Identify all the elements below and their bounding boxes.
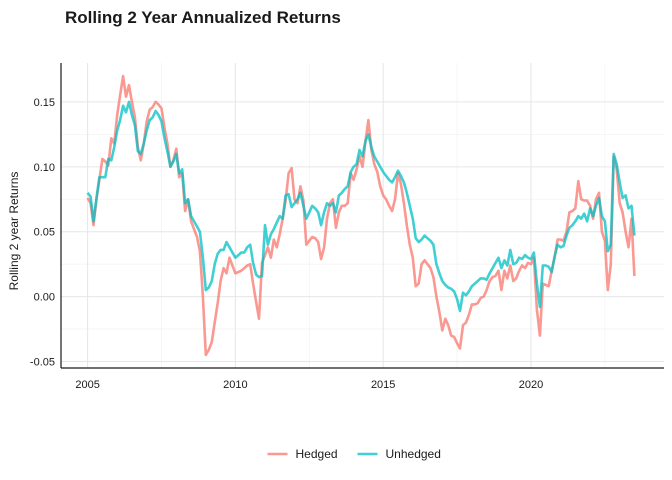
y-tick-label: 0.00 [34, 292, 55, 304]
legend-label-hedged: Hedged [296, 447, 338, 461]
x-tick-label: 2015 [371, 379, 395, 391]
chart-title: Rolling 2 Year Annualized Returns [65, 8, 341, 27]
x-tick-label: 2020 [519, 379, 543, 391]
series-line-unhedged [86, 100, 636, 313]
y-tick-label: 0.10 [34, 162, 55, 174]
x-tick-label: 2010 [223, 379, 247, 391]
grid [61, 63, 664, 368]
series-line-hedged [86, 74, 636, 357]
y-axis-title: Rolling 2 year Returns [7, 172, 21, 291]
legend-label-unhedged: Unhedged [386, 447, 441, 461]
axes: 2005 2010 2015 2020 -0.05 0.00 0.05 0.10 0.15 [30, 63, 664, 391]
series-lines [86, 74, 636, 357]
y-tick-label: 0.15 [34, 97, 55, 109]
y-tick-label: -0.05 [30, 357, 55, 369]
legend: Hedged Unhedged [267, 447, 441, 461]
x-tick-label: 2005 [75, 379, 99, 391]
y-tick-label: 0.05 [34, 227, 55, 239]
